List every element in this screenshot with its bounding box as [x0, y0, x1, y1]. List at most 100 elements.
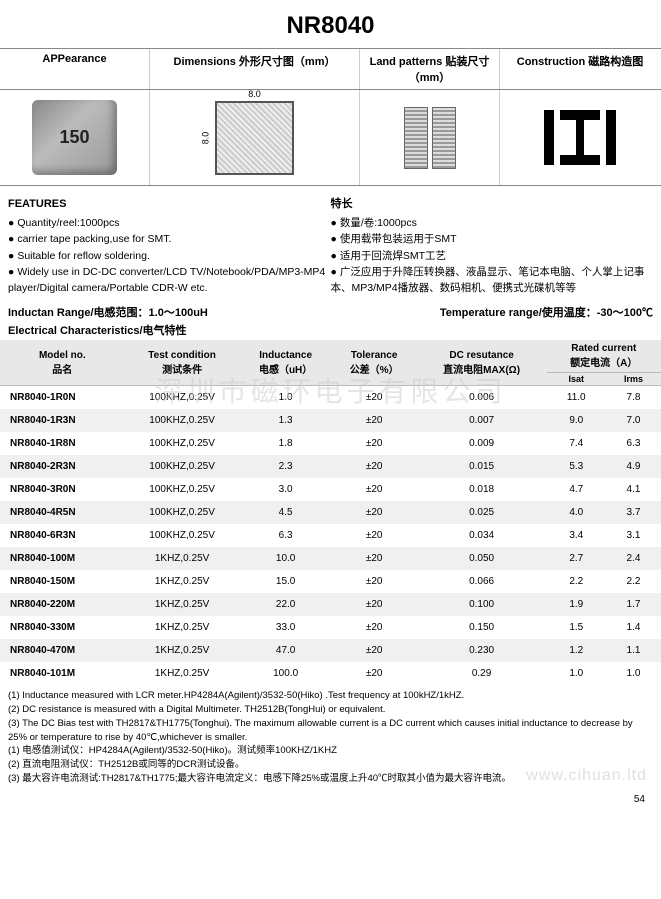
note-line: (1) Inductance measured with LCR meter.H…: [8, 689, 653, 703]
inductance-range: Inductan Range/电感范围：1.0～100uH: [8, 304, 208, 320]
range-row: Inductan Range/电感范围：1.0～100uH Temperatur…: [0, 296, 661, 320]
table-cell: 11.0: [547, 386, 606, 410]
table-cell: 7.4: [547, 432, 606, 455]
table-cell: ±20: [332, 455, 417, 478]
table-cell: NR8040-101M: [0, 662, 125, 685]
feat-en-2: Suitable for reflow soldering.: [8, 248, 331, 264]
table-cell: ±20: [332, 386, 417, 410]
table-cell: NR8040-1R0N: [0, 386, 125, 410]
note-line: (3) 最大容许电流测试:TH2817&TH1775;最大容许电流定义：电感下降…: [8, 772, 653, 786]
table-row: NR8040-150M1KHZ,0.25V15.0±200.0662.22.2: [0, 570, 661, 593]
land-cell: [360, 90, 500, 185]
table-row: NR8040-6R3N100KHZ,0.25V6.3±200.0343.43.1: [0, 524, 661, 547]
table-cell: ±20: [332, 524, 417, 547]
table-cell: ±20: [332, 478, 417, 501]
table-cell: 1.1: [606, 639, 661, 662]
table-cell: 47.0: [240, 639, 332, 662]
land-pattern-diagram: [404, 107, 456, 169]
table-cell: NR8040-330M: [0, 616, 125, 639]
construction-diagram: [544, 110, 616, 165]
dim-width: 8.0: [248, 89, 261, 99]
table-cell: NR8040-2R3N: [0, 455, 125, 478]
notes: (1) Inductance measured with LCR meter.H…: [0, 685, 661, 793]
note-line: (1) 电感值测试仪：HP4284A(Agilent)/3532-50(Hiko…: [8, 744, 653, 758]
feat-en-0: Quantity/reel:1000pcs: [8, 215, 331, 231]
note-line: (2) DC resistance is measured with a Dig…: [8, 703, 653, 717]
feat-en-1: carrier tape packing,use for SMT.: [8, 231, 331, 247]
table-cell: 5.3: [547, 455, 606, 478]
table-cell: 0.007: [417, 409, 547, 432]
table-row: NR8040-101M1KHZ,0.25V100.0±200.291.01.0: [0, 662, 661, 685]
table-cell: 1.0: [240, 386, 332, 410]
table-cell: 6.3: [240, 524, 332, 547]
table-cell: ±20: [332, 639, 417, 662]
feat-cn-1: 使用载带包装运用于SMT: [331, 231, 654, 247]
table-cell: ±20: [332, 501, 417, 524]
table-cell: NR8040-220M: [0, 593, 125, 616]
table-row: NR8040-4R5N100KHZ,0.25V4.5±200.0254.03.7: [0, 501, 661, 524]
table-cell: 1KHZ,0.25V: [125, 616, 240, 639]
features-en-title: FEATURES: [8, 196, 331, 213]
table-cell: NR8040-150M: [0, 570, 125, 593]
table-cell: 2.2: [606, 570, 661, 593]
table-cell: 1.0: [606, 662, 661, 685]
col-ind: Inductance 电感（uH）: [240, 340, 332, 386]
table-cell: 2.2: [547, 570, 606, 593]
table-cell: 100KHZ,0.25V: [125, 478, 240, 501]
table-cell: 1KHZ,0.25V: [125, 662, 240, 685]
table-cell: 100KHZ,0.25V: [125, 501, 240, 524]
table-cell: 4.7: [547, 478, 606, 501]
page-number: 54: [0, 794, 661, 805]
table-row: NR8040-330M1KHZ,0.25V33.0±200.1501.51.4: [0, 616, 661, 639]
table-cell: 0.034: [417, 524, 547, 547]
table-cell: 1.9: [547, 593, 606, 616]
component-photo: 150: [32, 100, 117, 175]
table-cell: NR8040-6R3N: [0, 524, 125, 547]
table-row: NR8040-220M1KHZ,0.25V22.0±200.1001.91.7: [0, 593, 661, 616]
table-cell: 0.100: [417, 593, 547, 616]
table-cell: 100KHZ,0.25V: [125, 432, 240, 455]
table-cell: 100KHZ,0.25V: [125, 386, 240, 410]
col-tol: Tolerance 公差（%）: [332, 340, 417, 386]
table-cell: NR8040-1R8N: [0, 432, 125, 455]
image-row: 150 8.0 8.0: [0, 90, 661, 186]
table-cell: 1KHZ,0.25V: [125, 547, 240, 570]
construction-cell: [500, 90, 660, 185]
table-cell: 1.7: [606, 593, 661, 616]
table-cell: 3.7: [606, 501, 661, 524]
spec-table: Model no. 品名 Test condition 测试条件 Inducta…: [0, 340, 661, 685]
electrical-title: Electrical Characteristics/电气特性: [0, 320, 661, 340]
table-cell: NR8040-1R3N: [0, 409, 125, 432]
table-cell: 7.0: [606, 409, 661, 432]
table-cell: 100KHZ,0.25V: [125, 524, 240, 547]
header-appearance: APPearance: [0, 49, 150, 89]
col-test: Test condition 测试条件: [125, 340, 240, 386]
dim-height: 8.0: [200, 131, 210, 144]
table-cell: 1.8: [240, 432, 332, 455]
dimensions-cell: 8.0 8.0: [150, 90, 360, 185]
table-cell: 0.050: [417, 547, 547, 570]
page-title: NR8040: [0, 0, 661, 48]
col-rated: Rated current 额定电流（A）: [547, 340, 661, 373]
features-en: FEATURES Quantity/reel:1000pcs carrier t…: [8, 196, 331, 296]
table-cell: 6.3: [606, 432, 661, 455]
table-cell: 33.0: [240, 616, 332, 639]
table-row: NR8040-1R3N100KHZ,0.25V1.3±200.0079.07.0: [0, 409, 661, 432]
table-cell: ±20: [332, 409, 417, 432]
features-section: FEATURES Quantity/reel:1000pcs carrier t…: [0, 196, 661, 296]
header-land: Land patterns 贴装尺寸（mm）: [360, 49, 500, 89]
table-cell: 100KHZ,0.25V: [125, 409, 240, 432]
table-cell: 4.5: [240, 501, 332, 524]
table-cell: 15.0: [240, 570, 332, 593]
temperature-range: Temperature range/使用温度：-30～100℃: [440, 304, 653, 320]
table-cell: 0.006: [417, 386, 547, 410]
table-cell: ±20: [332, 432, 417, 455]
table-cell: 0.29: [417, 662, 547, 685]
table-cell: 1.4: [606, 616, 661, 639]
col-model: Model no. 品名: [0, 340, 125, 386]
table-cell: 2.3: [240, 455, 332, 478]
header-dimensions: Dimensions 外形尺寸图（mm）: [150, 49, 360, 89]
table-cell: NR8040-100M: [0, 547, 125, 570]
table-cell: 3.1: [606, 524, 661, 547]
table-cell: 3.0: [240, 478, 332, 501]
